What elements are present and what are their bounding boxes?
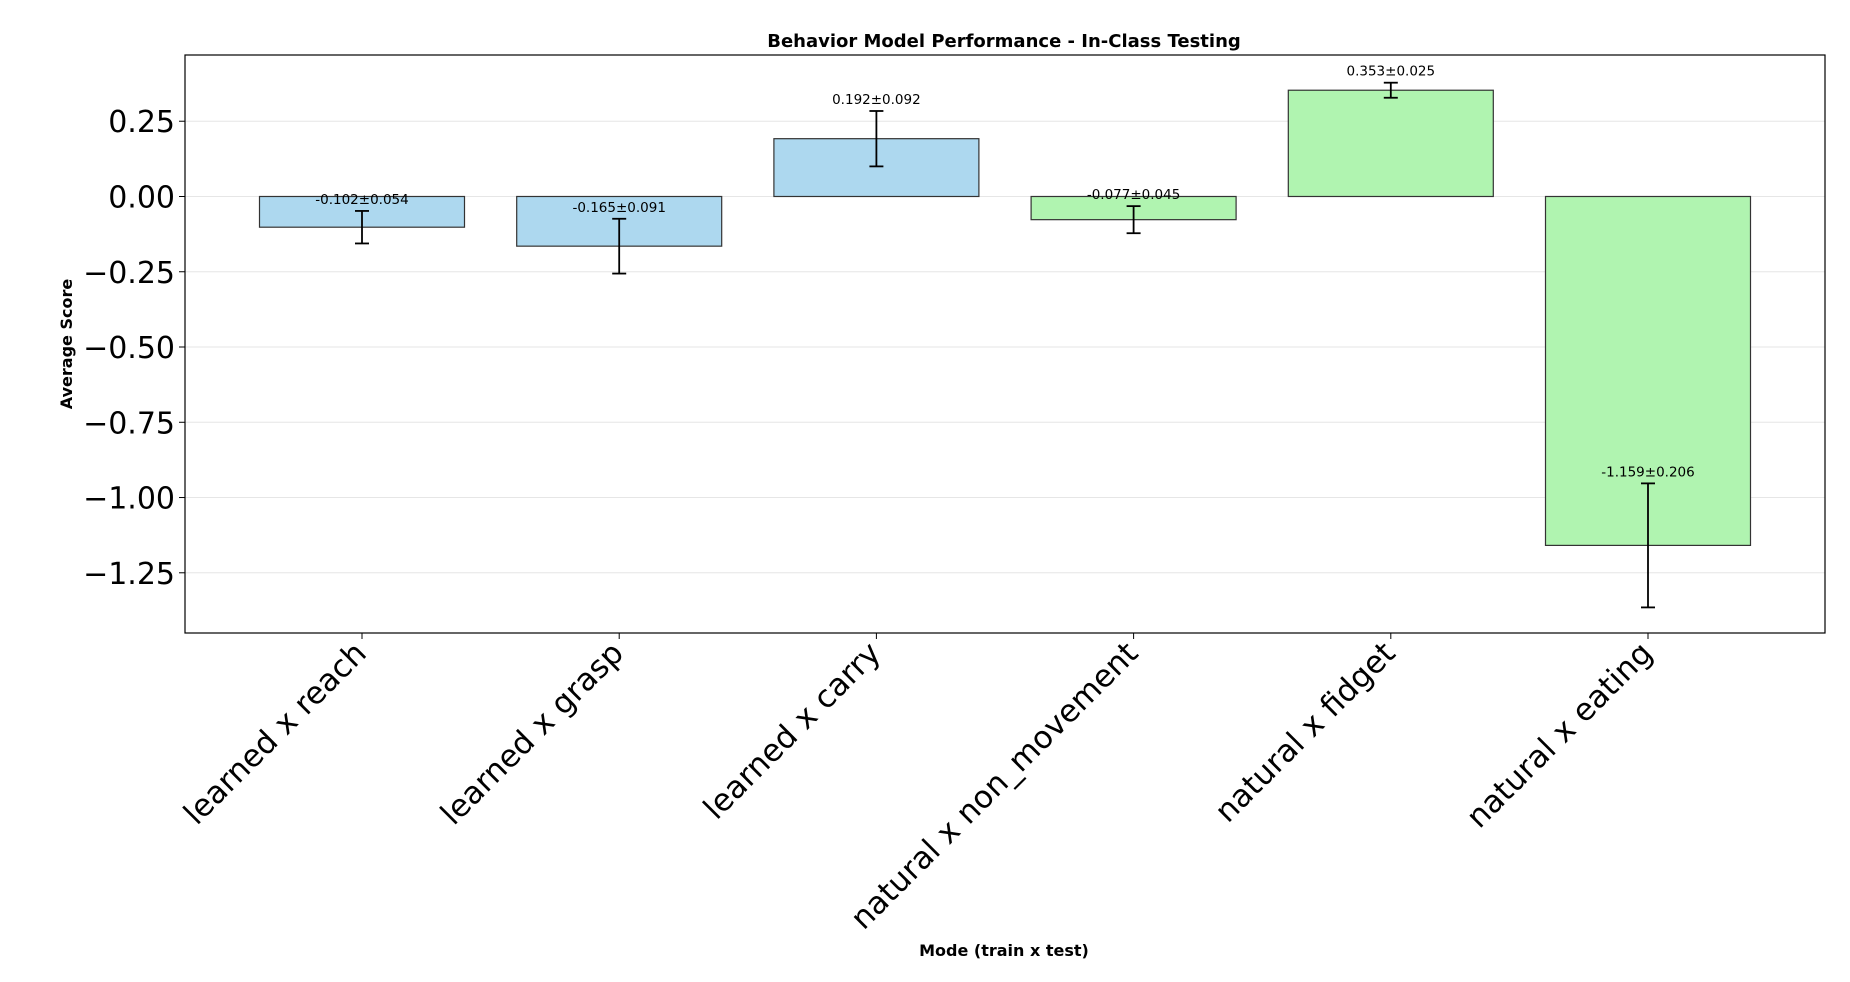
error-bars [355, 81, 1655, 609]
y-tick-label: −0.50 [83, 331, 175, 366]
y-tick-label: −1.00 [83, 482, 175, 517]
x-tick-label: learned x grasp [434, 635, 631, 832]
y-tick-label: −0.25 [83, 256, 175, 291]
plot-frame [184, 54, 1826, 634]
y-axis-label: Average Score [57, 279, 76, 410]
y-axis-ticks: 0.25 0.00 −0.25 −0.50 −0.75 −1.00 −1.25 [83, 105, 185, 592]
x-axis-label: Mode (train x test) [919, 941, 1089, 960]
chart-title: Behavior Model Performance - In-Class Te… [767, 31, 1241, 52]
data-label: -0.102±0.054 [315, 192, 408, 208]
y-tick-label: −0.75 [83, 406, 175, 441]
x-tick-label: natural x fidget [1208, 635, 1402, 829]
x-tick-label: natural x eating [1460, 635, 1660, 835]
y-tick-label: 0.25 [108, 105, 175, 140]
x-tick-label: learned x reach [177, 635, 374, 832]
data-labels: -0.102±0.054 -0.165±0.091 0.192±0.092 -0.07… [315, 64, 1694, 481]
data-label: 0.192±0.092 [832, 92, 921, 108]
y-tick-label: 0.00 [108, 180, 175, 215]
bars [258, 89, 1752, 546]
data-label: 0.353±0.025 [1346, 64, 1435, 80]
y-tick-label: −1.25 [83, 557, 175, 592]
x-tick-label: learned x carry [697, 635, 888, 826]
data-label: -0.165±0.091 [572, 200, 665, 216]
data-label: -0.077±0.045 [1087, 187, 1180, 203]
bar [1287, 89, 1494, 198]
x-axis-ticks: learned x reach learned x grasp learned x … [177, 633, 1660, 937]
x-tick-label: natural x non_movement [844, 635, 1145, 936]
data-label: -1.159±0.206 [1601, 464, 1694, 480]
